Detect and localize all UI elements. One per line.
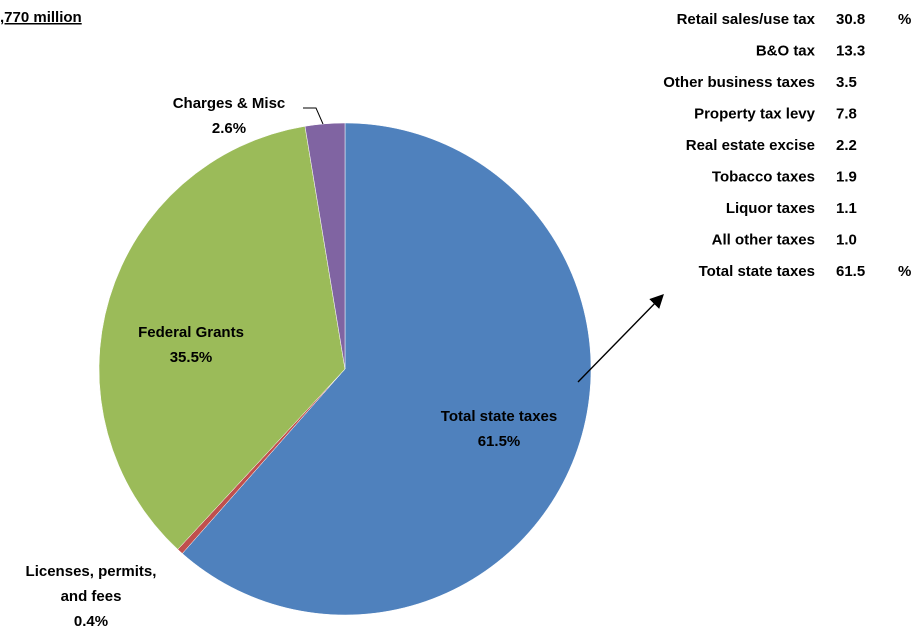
breakdown-label-all-other-taxes: All other taxes — [712, 232, 815, 249]
leader-lines — [303, 107, 664, 383]
tax-breakdown-table: Retail sales/use tax 30.8 % B&O tax 13.3 Othe… — [663, 11, 911, 280]
breakdown-unit-retail-sales-use-tax: % — [898, 11, 911, 28]
breakdown-label-total-state-taxes: Total state taxes — [699, 263, 815, 280]
breakdown-value-other-business-taxes: 3.5 — [836, 74, 857, 91]
pie-slices — [98, 122, 592, 616]
slice-pct-charges-misc: 2.6% — [212, 120, 246, 137]
slice-federal-grants — [98, 125, 346, 550]
breakdown-unit-total-state-taxes: % — [898, 263, 911, 280]
slice-label-federal-grants: Federal Grants — [138, 324, 244, 341]
slice-label-charges-misc: Charges & Misc — [173, 95, 286, 112]
slice-label-licenses-permits-and-fees: Licenses, permits, — [26, 563, 157, 580]
slice-label-licenses-permits-and-fees: and fees — [61, 588, 122, 605]
breakdown-label-retail-sales-use-tax: Retail sales/use tax — [677, 11, 816, 28]
chart-title: ,770 million — [0, 9, 82, 26]
breakdown-label-other-business-taxes: Other business taxes — [663, 74, 815, 91]
leader-charges — [303, 107, 324, 125]
breakdown-label-property-tax-levy: Property tax levy — [694, 106, 816, 123]
slice-pct-federal-grants: 35.5% — [170, 349, 213, 366]
slice-total-state-taxes — [181, 122, 592, 616]
breakdown-label-tobacco-taxes: Tobacco taxes — [712, 169, 815, 186]
slice-charges-misc — [304, 122, 346, 370]
slice-pct-licenses-permits-and-fees: 0.4% — [74, 613, 108, 630]
breakdown-value-retail-sales-use-tax: 30.8 — [836, 11, 865, 28]
breakdown-value-tobacco-taxes: 1.9 — [836, 169, 857, 186]
breakdown-value-real-estate-excise: 2.2 — [836, 137, 857, 154]
breakdown-value-b-o-tax: 13.3 — [836, 43, 865, 60]
breakdown-label-real-estate-excise: Real estate excise — [686, 137, 815, 154]
breakdown-value-property-tax-levy: 7.8 — [836, 106, 857, 123]
breakdown-label-liquor-taxes: Liquor taxes — [726, 200, 815, 217]
breakdown-arrow — [577, 293, 664, 383]
slice-labels: Total state taxes 61.5% Licenses, permits,… — [26, 95, 558, 630]
breakdown-value-all-other-taxes: 1.0 — [836, 232, 857, 249]
breakdown-value-total-state-taxes: 61.5 — [836, 263, 865, 280]
slice-label-total-state-taxes: Total state taxes — [441, 408, 557, 425]
breakdown-label-b-o-tax: B&O tax — [756, 43, 816, 60]
slice-pct-total-state-taxes: 61.5% — [478, 433, 521, 450]
breakdown-value-liquor-taxes: 1.1 — [836, 200, 857, 217]
